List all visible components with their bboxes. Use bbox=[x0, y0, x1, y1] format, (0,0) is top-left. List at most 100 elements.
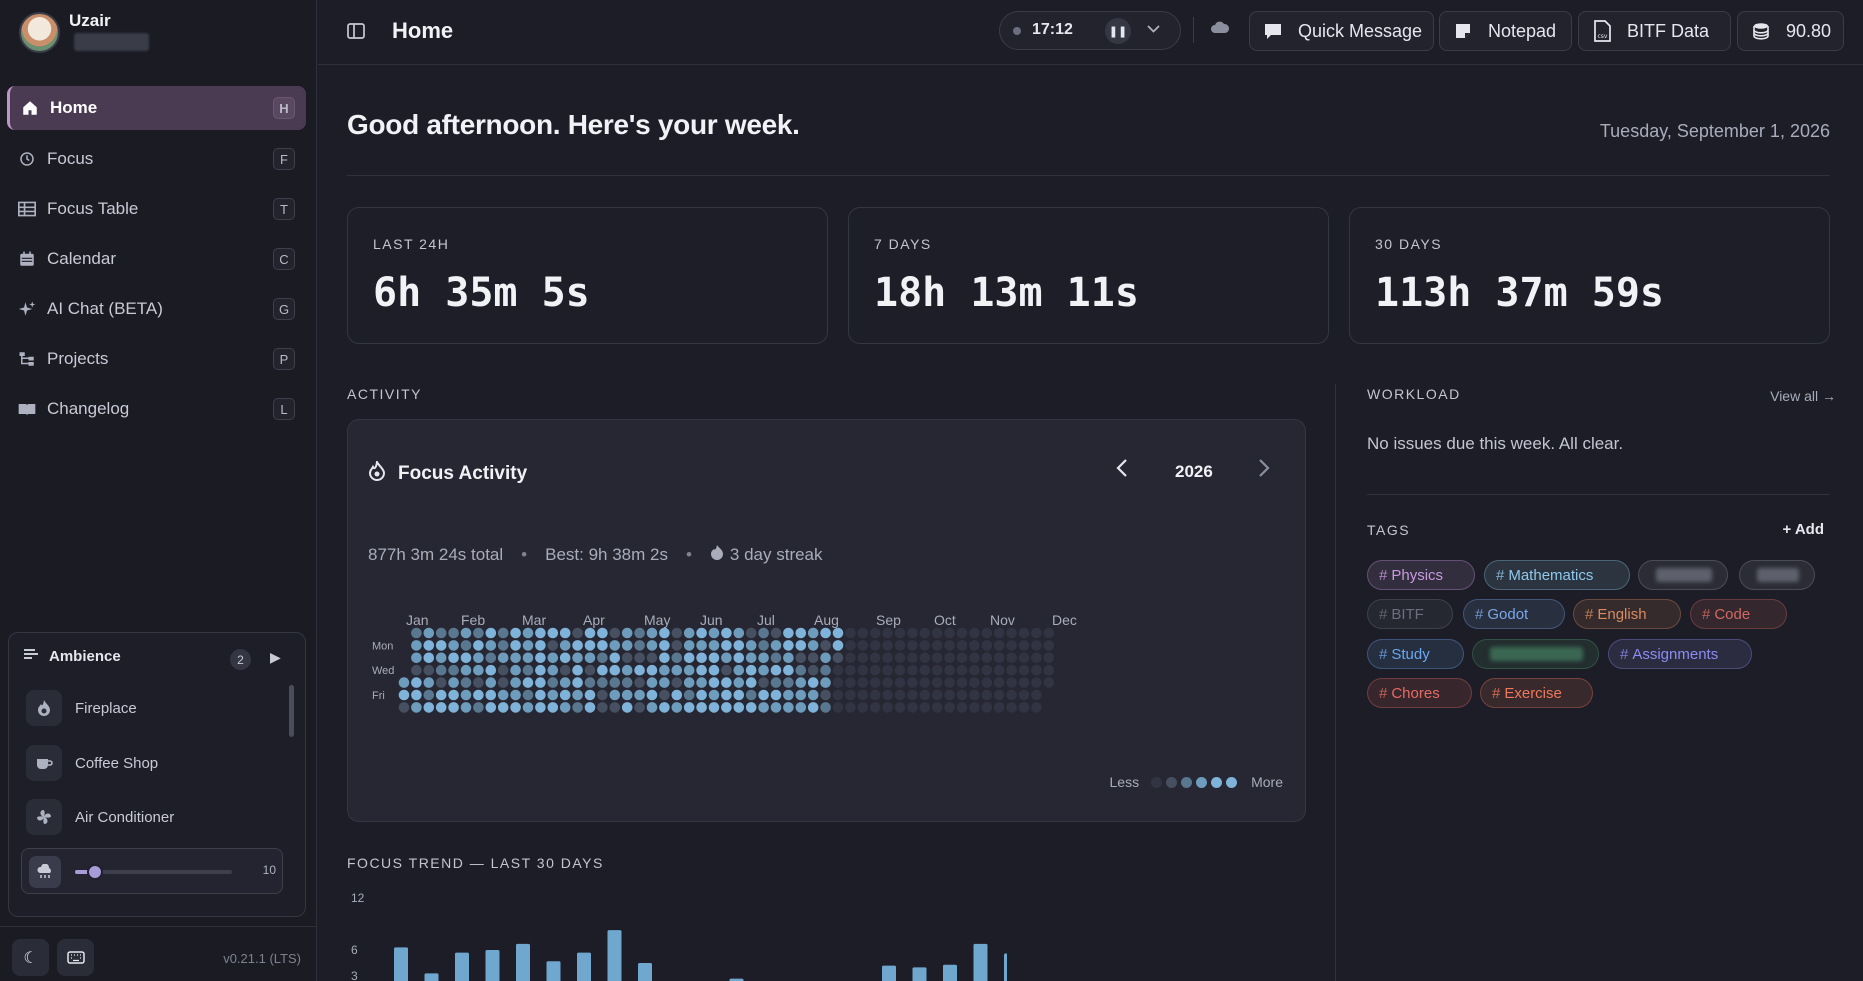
heatmap-day-cell[interactable] bbox=[510, 652, 521, 664]
heatmap-day-cell[interactable] bbox=[770, 664, 782, 676]
heatmap-day-cell[interactable] bbox=[559, 640, 571, 651]
heatmap-day-cell[interactable] bbox=[907, 664, 918, 676]
heatmap-day-cell[interactable] bbox=[584, 664, 596, 676]
heatmap-day-cell[interactable] bbox=[882, 640, 893, 651]
heatmap-day-cell[interactable] bbox=[956, 664, 968, 676]
heatmap-day-cell[interactable] bbox=[435, 702, 447, 713]
cloud-sync-icon[interactable] bbox=[1210, 20, 1230, 41]
heatmap-day-cell[interactable] bbox=[473, 689, 484, 701]
heatmap-day-cell[interactable] bbox=[522, 689, 534, 701]
heatmap-day-cell[interactable] bbox=[572, 627, 583, 639]
ambience-item-coffee-shop[interactable]: Coffee Shop bbox=[26, 742, 158, 784]
trend-bar[interactable] bbox=[882, 965, 896, 981]
heatmap-day-cell[interactable] bbox=[448, 664, 459, 676]
trend-bar[interactable] bbox=[394, 947, 408, 981]
heatmap-day-cell[interactable] bbox=[671, 627, 683, 639]
heatmap-day-cell[interactable] bbox=[621, 664, 633, 676]
heatmap-day-cell[interactable] bbox=[1031, 702, 1042, 713]
heatmap-day-cell[interactable] bbox=[646, 652, 658, 664]
heatmap-day-cell[interactable] bbox=[708, 652, 720, 664]
heatmap-day-cell[interactable] bbox=[683, 689, 695, 701]
heatmap-day-cell[interactable] bbox=[510, 689, 521, 701]
heatmap-day-cell[interactable] bbox=[535, 677, 546, 688]
heatmap-day-cell[interactable] bbox=[621, 689, 633, 701]
heatmap-day-cell[interactable] bbox=[696, 664, 707, 676]
heatmap-day-cell[interactable] bbox=[795, 702, 807, 713]
heatmap-day-cell[interactable] bbox=[522, 652, 534, 664]
heatmap-day-cell[interactable] bbox=[671, 640, 683, 651]
heatmap-day-cell[interactable] bbox=[981, 640, 993, 651]
heatmap-day-cell[interactable] bbox=[708, 627, 720, 639]
heatmap-day-cell[interactable] bbox=[969, 664, 980, 676]
heatmap-day-cell[interactable] bbox=[857, 677, 869, 688]
heatmap-day-cell[interactable] bbox=[646, 702, 658, 713]
heatmap-day-cell[interactable] bbox=[795, 627, 807, 639]
heatmap-day-cell[interactable] bbox=[572, 640, 583, 651]
heatmap-day-cell[interactable] bbox=[807, 702, 819, 713]
heatmap-day-cell[interactable] bbox=[460, 702, 472, 713]
heatmap-day-cell[interactable] bbox=[1018, 627, 1030, 639]
tag-chip-redacted[interactable] bbox=[1739, 560, 1815, 590]
heatmap-day-cell[interactable] bbox=[708, 702, 720, 713]
heatmap-day-cell[interactable] bbox=[460, 664, 472, 676]
heatmap-day-cell[interactable] bbox=[497, 652, 509, 664]
heatmap-day-cell[interactable] bbox=[584, 702, 596, 713]
heatmap-day-cell[interactable] bbox=[609, 652, 621, 664]
heatmap-day-cell[interactable] bbox=[820, 652, 831, 664]
heatmap-day-cell[interactable] bbox=[411, 664, 422, 676]
heatmap-day-cell[interactable] bbox=[522, 677, 534, 688]
trend-bar[interactable] bbox=[729, 978, 744, 981]
trend-bar[interactable] bbox=[973, 943, 988, 981]
heatmap-day-cell[interactable] bbox=[894, 652, 906, 664]
heatmap-day-cell[interactable] bbox=[547, 652, 559, 664]
heatmap-day-cell[interactable] bbox=[572, 702, 583, 713]
heatmap-day-cell[interactable] bbox=[621, 640, 633, 651]
heatmap-day-cell[interactable] bbox=[956, 627, 968, 639]
heatmap-day-cell[interactable] bbox=[820, 702, 831, 713]
heatmap-day-cell[interactable] bbox=[745, 640, 757, 651]
heatmap-day-cell[interactable] bbox=[894, 677, 906, 688]
heatmap-day-cell[interactable] bbox=[832, 652, 844, 664]
heatmap-day-cell[interactable] bbox=[807, 689, 819, 701]
heatmap-day-cell[interactable] bbox=[820, 677, 831, 688]
heatmap-day-cell[interactable] bbox=[907, 702, 918, 713]
heatmap-day-cell[interactable] bbox=[981, 677, 993, 688]
heatmap-day-cell[interactable] bbox=[969, 702, 980, 713]
heatmap-day-cell[interactable] bbox=[683, 677, 695, 688]
heatmap-day-cell[interactable] bbox=[1043, 664, 1055, 676]
heatmap-day-cell[interactable] bbox=[659, 664, 670, 676]
heatmap-day-cell[interactable] bbox=[435, 627, 447, 639]
heatmap-day-cell[interactable] bbox=[770, 652, 782, 664]
heatmap-day-cell[interactable] bbox=[510, 627, 521, 639]
heatmap-day-cell[interactable] bbox=[919, 640, 931, 651]
heatmap-day-cell[interactable] bbox=[745, 627, 757, 639]
avatar[interactable] bbox=[19, 11, 60, 53]
heatmap-day-cell[interactable] bbox=[547, 664, 559, 676]
pause-icon[interactable]: ❚❚ bbox=[1105, 18, 1131, 44]
heatmap-day-cell[interactable] bbox=[559, 652, 571, 664]
heatmap-day-cell[interactable] bbox=[993, 664, 1005, 676]
heatmap-day-cell[interactable] bbox=[832, 664, 844, 676]
heatmap-day-cell[interactable] bbox=[522, 664, 534, 676]
heatmap-day-cell[interactable] bbox=[845, 702, 856, 713]
heatmap-day-cell[interactable] bbox=[733, 640, 745, 651]
heatmap-day-cell[interactable] bbox=[659, 652, 670, 664]
heatmap-day-cell[interactable] bbox=[758, 627, 769, 639]
heatmap-day-cell[interactable] bbox=[398, 689, 410, 701]
heatmap-day-cell[interactable] bbox=[683, 640, 695, 651]
heatmap-day-cell[interactable] bbox=[919, 652, 931, 664]
tag-chip-english[interactable]: # English bbox=[1573, 599, 1681, 629]
heatmap-day-cell[interactable] bbox=[435, 689, 447, 701]
heatmap-day-cell[interactable] bbox=[795, 689, 807, 701]
tag-chip-exercise[interactable]: # Exercise bbox=[1480, 678, 1593, 708]
heatmap-day-cell[interactable] bbox=[894, 664, 906, 676]
heatmap-day-cell[interactable] bbox=[1043, 652, 1055, 664]
heatmap-day-cell[interactable] bbox=[460, 627, 472, 639]
heatmap-day-cell[interactable] bbox=[981, 689, 993, 701]
trend-bar[interactable] bbox=[577, 952, 591, 981]
heatmap-day-cell[interactable] bbox=[1031, 652, 1042, 664]
heatmap-day-cell[interactable] bbox=[1031, 689, 1042, 701]
heatmap-day-cell[interactable] bbox=[609, 664, 621, 676]
heatmap-day-cell[interactable] bbox=[869, 652, 881, 664]
heatmap-day-cell[interactable] bbox=[683, 664, 695, 676]
